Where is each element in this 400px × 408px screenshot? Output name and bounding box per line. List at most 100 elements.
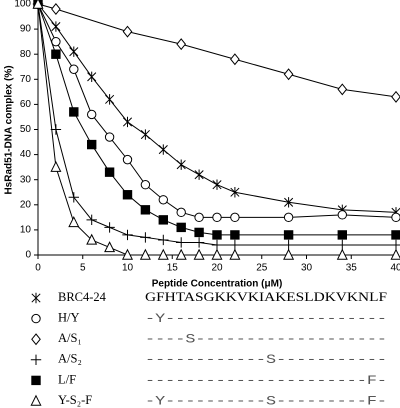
marker bbox=[390, 239, 400, 251]
marker bbox=[105, 94, 115, 105]
marker bbox=[87, 109, 97, 120]
marker bbox=[283, 212, 294, 223]
marker bbox=[193, 248, 205, 260]
marker bbox=[122, 116, 133, 128]
legend-marker bbox=[31, 375, 41, 386]
marker bbox=[50, 160, 62, 172]
marker bbox=[104, 132, 115, 142]
marker bbox=[69, 46, 79, 57]
marker bbox=[121, 248, 134, 260]
marker bbox=[212, 179, 222, 190]
y-axis-title: HsRad51-DNA complex (%) bbox=[4, 65, 15, 194]
marker bbox=[122, 154, 133, 165]
x-tick-label: 5 bbox=[80, 263, 86, 274]
marker bbox=[284, 197, 294, 208]
marker bbox=[50, 124, 62, 135]
legend-marker bbox=[30, 354, 42, 365]
marker bbox=[337, 83, 348, 96]
alignment: ------------S----------- bbox=[145, 352, 387, 367]
marker bbox=[86, 214, 97, 226]
y-tick-label: 100 bbox=[14, 0, 31, 10]
marker bbox=[337, 210, 347, 220]
marker bbox=[122, 25, 133, 38]
marker bbox=[140, 205, 151, 215]
y-tick-label: 80 bbox=[20, 49, 32, 60]
x-axis-title: Peptide Concentration (μM) bbox=[152, 279, 283, 290]
y-tick-label: 50 bbox=[20, 124, 32, 135]
marker bbox=[283, 230, 294, 240]
marker bbox=[283, 239, 294, 251]
marker bbox=[175, 248, 187, 260]
series-line bbox=[37, 3, 397, 98]
marker bbox=[158, 234, 169, 246]
marker bbox=[176, 159, 186, 170]
marker bbox=[157, 248, 169, 260]
y-tick-label: 60 bbox=[20, 99, 32, 110]
marker bbox=[104, 167, 115, 177]
marker bbox=[140, 129, 150, 140]
marker bbox=[158, 195, 169, 205]
x-tick-label: 40 bbox=[390, 263, 400, 274]
y-tick-label: 10 bbox=[20, 225, 32, 236]
marker bbox=[68, 216, 80, 228]
legend-label: L/F bbox=[58, 372, 76, 386]
marker bbox=[211, 239, 223, 251]
marker bbox=[230, 187, 240, 198]
alignment: -Y----------S---------F- bbox=[145, 393, 387, 408]
marker bbox=[212, 230, 222, 240]
legend-label: BRC4-24 bbox=[58, 290, 107, 304]
marker bbox=[230, 212, 240, 223]
marker bbox=[68, 192, 79, 203]
y-tick-label: 0 bbox=[25, 250, 31, 261]
marker bbox=[104, 222, 115, 233]
legend-label: Y-S₂-F bbox=[58, 393, 92, 407]
marker bbox=[230, 230, 240, 240]
y-tick-label: 30 bbox=[20, 174, 32, 185]
y-tick-label: 40 bbox=[20, 149, 32, 160]
alignment: ----------------------F- bbox=[145, 373, 387, 388]
alignment: -Y---------------------- bbox=[145, 311, 387, 326]
legend-marker bbox=[30, 394, 42, 406]
legend-marker bbox=[31, 313, 41, 324]
x-tick-label: 30 bbox=[301, 263, 313, 274]
x-tick-label: 10 bbox=[122, 263, 134, 274]
marker bbox=[194, 212, 204, 223]
marker bbox=[337, 239, 348, 251]
x-tick-label: 15 bbox=[167, 263, 179, 274]
sequence: GFHTASGKKVKIAKESLDKVKNLF bbox=[145, 289, 387, 304]
marker bbox=[158, 144, 168, 155]
marker bbox=[51, 49, 61, 59]
x-tick-label: 35 bbox=[346, 263, 358, 274]
marker bbox=[391, 90, 400, 103]
marker bbox=[390, 248, 400, 260]
legend-label: A/S₂ bbox=[58, 352, 82, 366]
marker bbox=[391, 230, 400, 240]
legend-marker bbox=[31, 292, 41, 304]
marker bbox=[140, 180, 151, 190]
marker bbox=[51, 3, 61, 16]
marker bbox=[51, 21, 61, 32]
marker bbox=[122, 190, 133, 200]
marker bbox=[32, 0, 44, 9]
x-tick-label: 0 bbox=[35, 263, 41, 274]
marker bbox=[176, 222, 186, 233]
marker bbox=[176, 207, 186, 218]
y-tick-label: 90 bbox=[20, 24, 32, 35]
series-line bbox=[37, 3, 396, 236]
x-tick-label: 25 bbox=[256, 263, 268, 274]
marker bbox=[140, 232, 151, 243]
marker bbox=[391, 212, 400, 223]
marker bbox=[87, 139, 97, 150]
marker bbox=[283, 68, 294, 81]
marker bbox=[176, 237, 187, 248]
marker bbox=[158, 215, 169, 225]
legend-label: A/S₁ bbox=[58, 331, 82, 345]
legend-marker bbox=[31, 333, 41, 346]
marker bbox=[194, 227, 204, 238]
marker bbox=[194, 169, 204, 180]
marker bbox=[283, 248, 295, 260]
marker bbox=[193, 237, 205, 248]
marker bbox=[69, 107, 79, 117]
x-tick-label: 20 bbox=[211, 263, 223, 274]
